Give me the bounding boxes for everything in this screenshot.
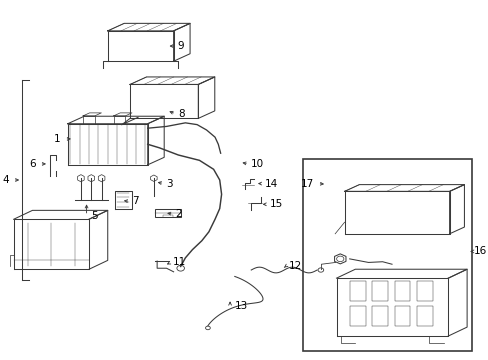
Bar [416,281,432,301]
Text: 10: 10 [250,159,264,169]
Bar [394,281,409,301]
Bar [371,306,387,326]
Text: 9: 9 [178,41,184,51]
Bar [416,306,432,326]
Text: 6: 6 [29,159,36,169]
Text: 14: 14 [264,179,278,189]
Text: 4: 4 [2,175,9,185]
Text: 2: 2 [175,209,182,219]
Text: 12: 12 [288,261,301,271]
Text: 17: 17 [300,179,313,189]
Bar [83,116,95,124]
Text: 15: 15 [269,199,282,209]
Text: 1: 1 [54,134,61,144]
Bar [394,306,409,326]
Text: 8: 8 [178,109,184,119]
Bar [371,281,387,301]
Text: 13: 13 [234,301,247,311]
Text: 5: 5 [91,211,98,221]
Text: 3: 3 [166,179,172,189]
Bar [155,208,181,217]
Bar [113,116,125,124]
Bar [349,281,365,301]
Text: 16: 16 [473,247,487,256]
Text: 7: 7 [132,197,139,206]
Text: 11: 11 [173,257,186,267]
Bar [303,158,471,351]
Bar [349,306,365,326]
